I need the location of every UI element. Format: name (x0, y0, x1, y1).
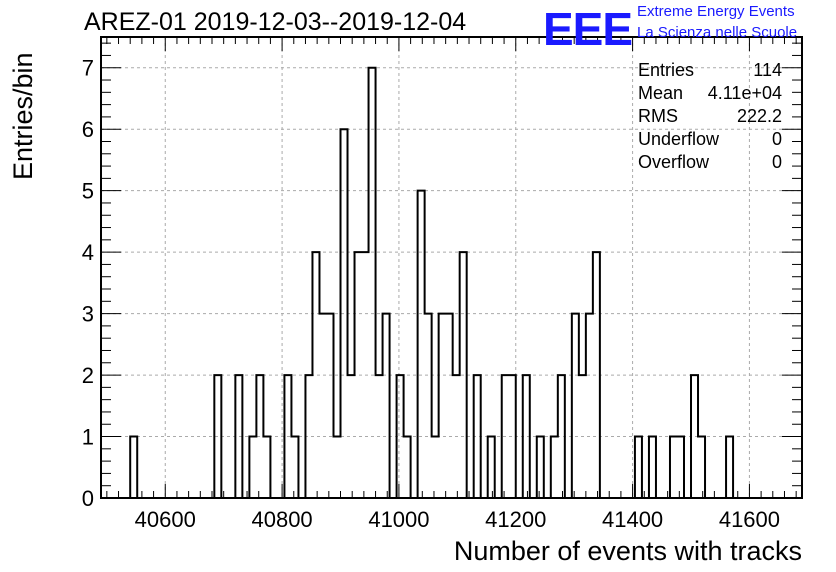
eee-logo: EEE (543, 3, 633, 55)
stat-rms: RMS 222.2 (638, 105, 782, 128)
histogram-outline (129, 66, 735, 499)
stat-value: 4.11e+04 (707, 83, 782, 103)
y-tick-label: 1 (82, 425, 94, 450)
stat-label: Mean (638, 83, 684, 103)
stat-label: Underflow (638, 129, 720, 149)
plot-frame (100, 36, 803, 499)
x-tick-label: 40800 (251, 507, 312, 532)
x-tick-label: 41200 (485, 507, 546, 532)
stat-underflow: Underflow 0 (638, 128, 782, 151)
y-axis-label: Entries/bin (8, 52, 38, 180)
stat-mean: Mean 4.11e+04 (638, 82, 782, 105)
axis-ticks (101, 37, 802, 499)
logo-line-1: Extreme Energy Events (637, 3, 795, 20)
x-axis-label: Number of events with tracks (453, 536, 802, 566)
stat-label: RMS (638, 106, 678, 126)
x-tick-label: 41400 (602, 507, 663, 532)
stat-label: Overflow (638, 152, 710, 172)
logo-line-2: La Scienza nelle Scuole (637, 24, 798, 41)
y-tick-label: 5 (82, 179, 94, 204)
stats-box: Entries 114 Mean 4.11e+04 RMS 222.2 Underfl… (638, 59, 782, 174)
x-tick-label: 41600 (719, 507, 780, 532)
y-tick-label: 3 (82, 302, 94, 327)
y-tick-label: 0 (82, 486, 94, 511)
x-tick-label: 41000 (368, 507, 429, 532)
stat-value: 0 (771, 152, 782, 172)
stat-value: 114 (753, 60, 782, 80)
y-tick-label: 4 (82, 240, 94, 265)
stat-value: 222.2 (736, 106, 782, 126)
chart-title: AREZ-01 2019-12-03--2019-12-04 (84, 8, 467, 36)
stat-value: 0 (771, 129, 782, 149)
y-tick-label: 2 (82, 363, 94, 388)
stat-entries: Entries 114 (638, 59, 782, 82)
y-tick-label: 6 (82, 117, 94, 142)
tick-labels: 40600 40800 41000 41200 41400 41600 0 1 2 3 4 5 6 7 (82, 56, 780, 532)
stat-overflow: Overflow 0 (638, 151, 782, 174)
x-tick-label: 40600 (135, 507, 196, 532)
y-tick-label: 7 (82, 56, 94, 81)
stat-label: Entries (638, 60, 695, 80)
